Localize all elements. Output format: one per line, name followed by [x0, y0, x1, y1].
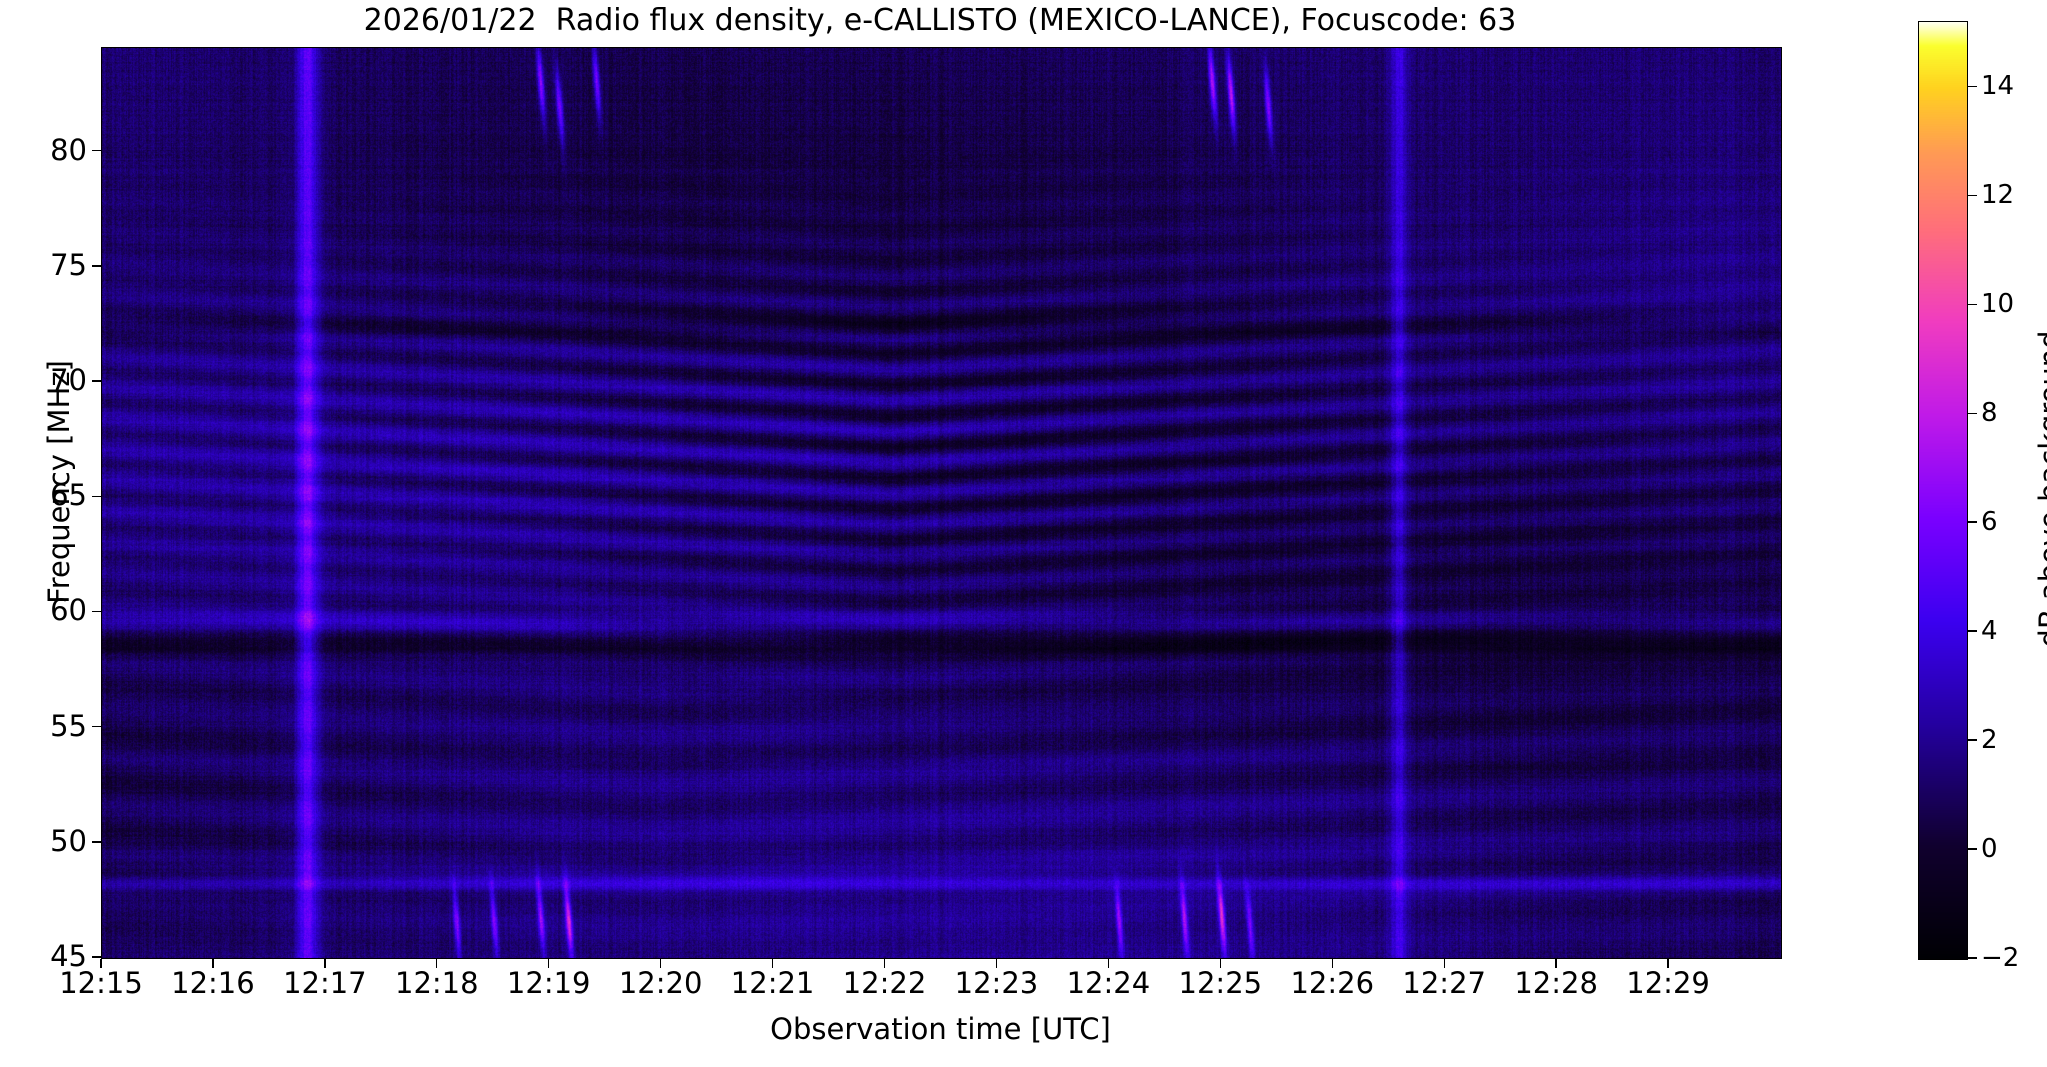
x-axis-tick-label: 12:28 — [1514, 966, 1598, 1000]
y-axis-tick-label: 75 — [50, 247, 87, 282]
colorbar-tick-mark — [1968, 303, 1977, 305]
x-axis-tick-mark — [659, 959, 662, 968]
colorbar-tick-label: 2 — [1981, 725, 1998, 756]
colorbar-tick-label: 10 — [1981, 289, 2015, 320]
x-axis-tick-label: 12:22 — [842, 966, 927, 1000]
x-axis-tick-label: 12:19 — [506, 966, 591, 1000]
colorbar-tick-mark — [1968, 521, 1977, 523]
y-axis-tick-mark — [92, 841, 101, 843]
colorbar-tick-label: 4 — [1981, 616, 1998, 647]
x-axis-tick-label: 12:21 — [730, 966, 815, 1000]
x-axis-tick-mark — [995, 959, 998, 968]
x-axis-tick-label: 12:17 — [283, 966, 367, 1000]
colorbar-tick-mark — [1968, 194, 1977, 197]
colorbar-tick-mark — [1968, 630, 1977, 632]
x-axis-tick-label: 12:20 — [618, 966, 703, 1000]
colorbar-tick-label: 0 — [1981, 834, 1998, 865]
x-axis-tick-mark — [1331, 959, 1333, 968]
spectrogram-image — [102, 48, 1781, 958]
x-axis-tick-mark — [1667, 959, 1669, 968]
colorbar-label: dB above background — [2033, 330, 2047, 648]
colorbar-tick-label: 6 — [1981, 507, 1998, 538]
x-axis-label: Observation time [UTC] — [770, 1012, 1111, 1046]
x-axis-tick-mark — [212, 959, 214, 968]
y-axis-tick-label: 60 — [50, 593, 87, 628]
colorbar-tick-mark — [1968, 739, 1977, 741]
x-axis-tick-mark — [883, 959, 886, 968]
x-axis-tick-mark — [1443, 959, 1445, 968]
y-axis-tick-label: 80 — [50, 132, 87, 167]
x-axis-tick-label: 12:23 — [954, 966, 1039, 1000]
x-axis-tick-label: 12:16 — [171, 966, 255, 1000]
y-axis-tick-label: 55 — [50, 708, 87, 743]
y-axis-tick-label: 45 — [50, 939, 87, 973]
x-axis-tick-label: 12:27 — [1402, 966, 1486, 1000]
y-axis-tick-mark — [92, 380, 101, 382]
x-axis-tick-mark — [100, 959, 102, 968]
x-axis-tick-mark — [1555, 959, 1557, 968]
colorbar-tick-mark — [1968, 412, 1977, 414]
colorbar-tick-label: −2 — [1981, 943, 2020, 973]
x-axis-tick-mark — [324, 959, 326, 968]
y-axis-tick-label: 65 — [50, 478, 87, 513]
x-axis-tick-mark — [771, 959, 774, 968]
colorbar-tick-label: 12 — [1981, 180, 2015, 211]
y-axis-tick-mark — [92, 149, 101, 152]
colorbar-tick-mark — [1968, 85, 1977, 88]
x-axis-tick-label: 12:29 — [1626, 966, 1710, 1000]
y-axis-tick-mark — [92, 725, 101, 728]
y-axis-tick-mark — [92, 265, 101, 267]
x-axis-tick-label: 12:15 — [59, 966, 143, 1000]
y-axis-tick-label: 70 — [50, 363, 87, 398]
x-axis-tick-label: 12:26 — [1290, 966, 1375, 1000]
x-axis-tick-label: 12:25 — [1178, 966, 1263, 1000]
x-axis-tick-mark — [436, 959, 438, 968]
colorbar-tick-label: 14 — [1981, 71, 2015, 102]
y-axis-tick-mark — [92, 610, 101, 613]
x-axis-tick-label: 12:18 — [395, 966, 479, 1000]
colorbar-tick-mark — [1968, 957, 1977, 959]
colorbar-gradient — [1919, 22, 1967, 959]
x-axis-tick-mark — [548, 959, 550, 968]
spectrogram-axes — [101, 47, 1782, 959]
page-title: 2026/01/22 Radio flux density, e-CALLIST… — [363, 3, 1517, 38]
colorbar-tick-label: 8 — [1981, 398, 1998, 429]
colorbar — [1918, 21, 1968, 960]
x-axis-tick-mark — [1107, 959, 1110, 968]
y-axis-tick-label: 50 — [50, 823, 87, 858]
colorbar-tick-mark — [1968, 848, 1977, 850]
x-axis-tick-label: 12:24 — [1066, 966, 1151, 1000]
x-axis-tick-mark — [1219, 959, 1222, 968]
y-axis-tick-mark — [92, 956, 101, 958]
y-axis-tick-mark — [92, 495, 101, 497]
